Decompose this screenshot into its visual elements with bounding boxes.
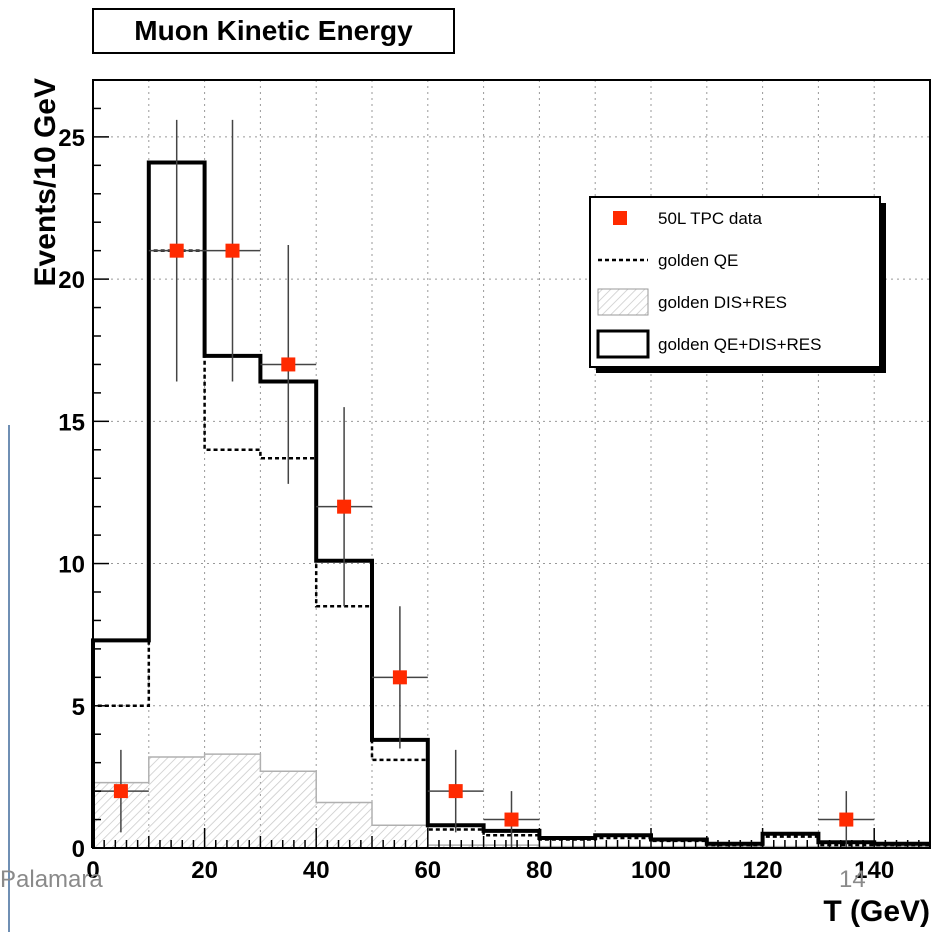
slide-accent-bar [0, 425, 10, 932]
legend-marker-total [596, 329, 650, 359]
data-point-marker [337, 499, 352, 514]
legend-label: 50L TPC data [658, 209, 763, 228]
plot-area [93, 80, 930, 848]
y-tick-label: 0 [72, 836, 85, 863]
data-point-marker [113, 784, 128, 799]
dis-res-bin-fill [260, 771, 317, 848]
dis-res-bin-fill [372, 825, 428, 848]
chart-title: Muon Kinetic Energy [92, 8, 455, 54]
x-tick-label: 80 [526, 857, 553, 884]
legend-label: golden QE [658, 251, 738, 270]
legend: 50L TPC data golden QE golden DIS+RES golde… [589, 196, 886, 373]
legend-marker-dis-res [597, 288, 649, 316]
y-tick-label: 5 [72, 694, 85, 721]
x-tick-label: 100 [631, 857, 671, 884]
data-point-marker [281, 357, 296, 372]
y-axis-label: Events/10 GeV [29, 78, 62, 286]
legend-label: golden QE+DIS+RES [658, 335, 821, 354]
y-tick-label: 25 [58, 125, 85, 152]
legend-label: golden DIS+RES [658, 293, 787, 312]
x-tick-label: 120 [743, 857, 783, 884]
legend-marker-data [613, 211, 627, 225]
x-tick-label: 40 [303, 857, 330, 884]
data-point-marker [504, 812, 519, 827]
legend-box [589, 196, 881, 368]
dis-res-bin-fill [148, 756, 205, 848]
data-point-marker [169, 243, 184, 258]
x-axis-label: T (GeV) [823, 895, 930, 928]
footer-author: Palamara [0, 866, 103, 893]
dis-res-histogram-line [92, 753, 930, 848]
y-tick-label: 10 [58, 552, 85, 579]
x-tick-label: 20 [191, 857, 218, 884]
data-point-marker [839, 812, 854, 827]
x-tick-label: 0 [86, 857, 99, 884]
x-tick-label: 140 [854, 857, 894, 884]
footer-page-number: 14 [839, 866, 866, 893]
y-tick-label: 20 [58, 267, 85, 294]
data-point-marker [225, 243, 240, 258]
dis-res-bin-fill [316, 802, 372, 848]
x-tick-label: 60 [414, 857, 441, 884]
data-point-marker [392, 670, 407, 685]
dis-res-bin-fill [204, 754, 261, 848]
data-point-marker [448, 784, 463, 799]
dis-res-bin-fill [427, 845, 484, 848]
y-tick-label: 15 [58, 409, 85, 436]
plot-frame [92, 79, 931, 849]
